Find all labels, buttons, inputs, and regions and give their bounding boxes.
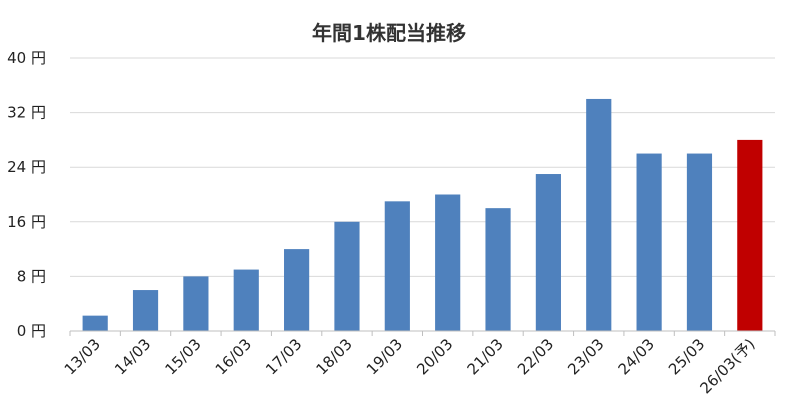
x-tick-label: 20/03 (413, 335, 456, 378)
bar (183, 276, 209, 331)
bar (334, 221, 360, 331)
bar (535, 174, 561, 331)
bar (284, 249, 310, 331)
bar (636, 153, 662, 331)
bar (586, 98, 612, 331)
y-tick-label: 40 円 (7, 49, 46, 67)
x-tick-label: 25/03 (665, 335, 708, 378)
x-tick-label: 15/03 (161, 335, 204, 378)
x-tick-label: 24/03 (615, 335, 658, 378)
y-tick-label: 8 円 (17, 267, 46, 285)
bar (686, 153, 713, 331)
x-axis (69, 330, 776, 336)
x-tick-label: 23/03 (564, 335, 607, 378)
x-tick-label: 18/03 (312, 335, 355, 378)
bar (435, 194, 461, 331)
x-tick-label: 16/03 (212, 335, 255, 378)
x-tick-label: 14/03 (111, 335, 154, 378)
chart-title: 年間1株配当推移 (312, 21, 466, 45)
x-tick-label: 26/03(予) (696, 335, 758, 397)
bar (485, 208, 511, 331)
x-tick-label: 22/03 (514, 335, 557, 378)
x-tick-label: 13/03 (61, 335, 104, 378)
bar (233, 269, 259, 331)
x-tick-label: 19/03 (363, 335, 406, 378)
x-axis-tick-labels: 13/03 14/03 15/03 16/03 17/03 18/03 19/03 20/03… (61, 335, 759, 397)
y-tick-label: 0 円 (17, 322, 46, 340)
x-tick-label: 21/03 (464, 335, 507, 378)
y-tick-label: 16 円 (7, 213, 46, 231)
gridlines (70, 57, 775, 277)
bar (132, 290, 159, 331)
y-tick-label: 32 円 (7, 104, 46, 122)
bar-forecast (737, 139, 763, 331)
y-axis-tick-labels: 0 円 8 円 16 円 24 円 32 円 40 円 (7, 49, 46, 340)
bar (82, 315, 108, 331)
bar (384, 201, 410, 331)
x-tick-label: 17/03 (262, 335, 305, 378)
y-tick-label: 24 円 (7, 158, 46, 176)
bars (82, 98, 763, 331)
